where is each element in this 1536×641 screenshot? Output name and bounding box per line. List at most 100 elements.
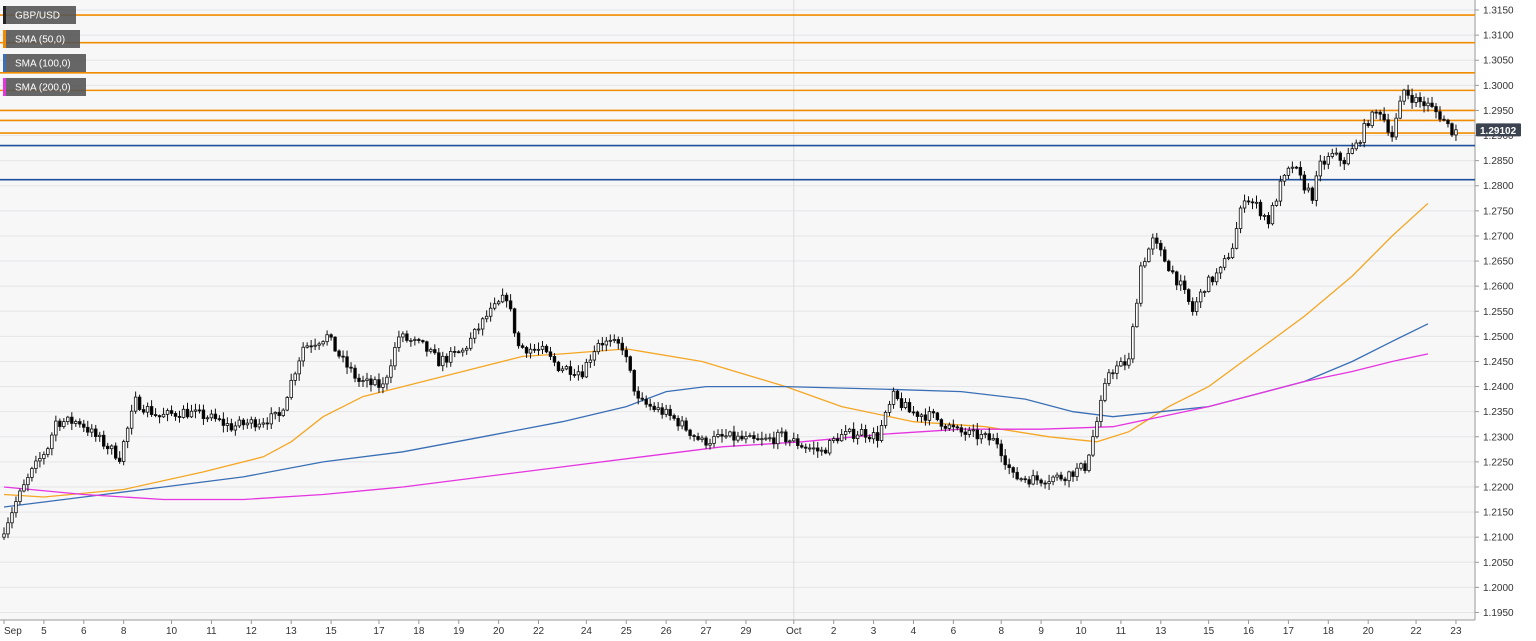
candle [169,405,174,417]
candle [22,479,26,493]
candle [1095,416,1099,439]
candle-body [1266,215,1271,225]
candle-body [1087,454,1091,471]
candle-body [389,365,393,378]
candle [488,302,493,322]
candle-body [931,411,936,414]
candle [217,415,222,422]
candle-body [644,398,648,405]
candle-body [1003,455,1007,466]
candle-body [708,443,712,446]
candle-body [863,429,868,438]
candle [540,341,545,354]
x-tick-label: 29 [740,626,752,637]
candle-body [1398,100,1402,119]
candle-body [895,390,900,399]
candle [50,432,54,456]
candle [1075,463,1079,481]
legend: GBP/USD SMA (50,0) SMA (100,0) SMA (200,0) [3,6,86,96]
x-tick-label: 22 [1411,626,1423,637]
candle [1143,257,1147,269]
candle [78,418,82,428]
candle [1107,369,1111,387]
last-price-label: 1.29102 [1480,126,1517,137]
legend-item[interactable]: SMA (50,0) [3,30,80,48]
x-tick-label: 11 [1116,626,1127,637]
candle [620,337,624,356]
candle-body [907,402,912,413]
candle-body [1378,111,1382,115]
candle-body [249,419,254,424]
candle-body [6,522,10,535]
candle [732,425,736,447]
candle-body [1151,237,1155,250]
candle [1250,198,1255,210]
candle [245,418,250,429]
candle [1067,470,1071,488]
candle [1294,165,1299,170]
candle [851,422,856,443]
candle [417,337,421,344]
candle-body [42,454,46,459]
candle [26,473,30,492]
y-tick-label: 1.2900 [1483,131,1514,142]
candle [1027,476,1031,488]
candle-body [752,435,756,439]
legend-item[interactable]: GBP/USD [3,6,76,24]
candle [1306,183,1311,193]
candle-body [628,356,632,371]
candle-body [1187,289,1191,302]
candle [437,347,441,367]
candle-body [309,345,313,348]
legend-label: SMA (200,0) [15,83,71,94]
candle-body [1258,201,1263,217]
legend-item[interactable]: SMA (100,0) [3,54,86,72]
candle [492,297,497,311]
candle [1254,195,1259,209]
candle-body [596,342,601,353]
legend-item[interactable]: SMA (200,0) [3,78,86,96]
candle [58,418,62,431]
candle-body [656,407,660,410]
candle [301,342,305,367]
candle [421,339,425,344]
candle-body [30,468,34,478]
candle-body [560,368,565,372]
candle-body [1131,326,1135,360]
y-tick-label: 1.2750 [1483,206,1514,217]
candle-body [185,408,190,418]
candle [337,349,341,359]
candle [66,415,70,425]
candle-body [18,490,22,502]
candle-body [221,418,226,426]
candle [405,330,409,343]
candle [1131,323,1135,364]
candle [863,424,868,443]
candle [121,439,126,466]
legend-box [3,6,76,24]
candle-body [1350,148,1354,154]
x-tick-label: 9 [1038,626,1044,637]
candle [1183,275,1187,294]
candle-body [528,348,533,354]
x-tick-label: 17 [373,626,385,637]
candle [1438,106,1442,123]
candle [1426,97,1430,112]
candle [991,433,995,441]
candle-body [572,374,577,376]
candle-body [405,333,409,341]
candle [724,429,728,439]
candle [951,419,956,432]
candle-body [1418,96,1422,103]
candle [1087,453,1091,473]
candle-body [173,413,178,417]
price-badge [1476,123,1521,137]
candle-body [1163,249,1167,262]
candle [62,418,66,429]
candle [824,447,828,455]
candle [1338,151,1342,167]
candle [6,517,10,539]
candle-body [1019,478,1023,481]
candle [333,336,337,352]
